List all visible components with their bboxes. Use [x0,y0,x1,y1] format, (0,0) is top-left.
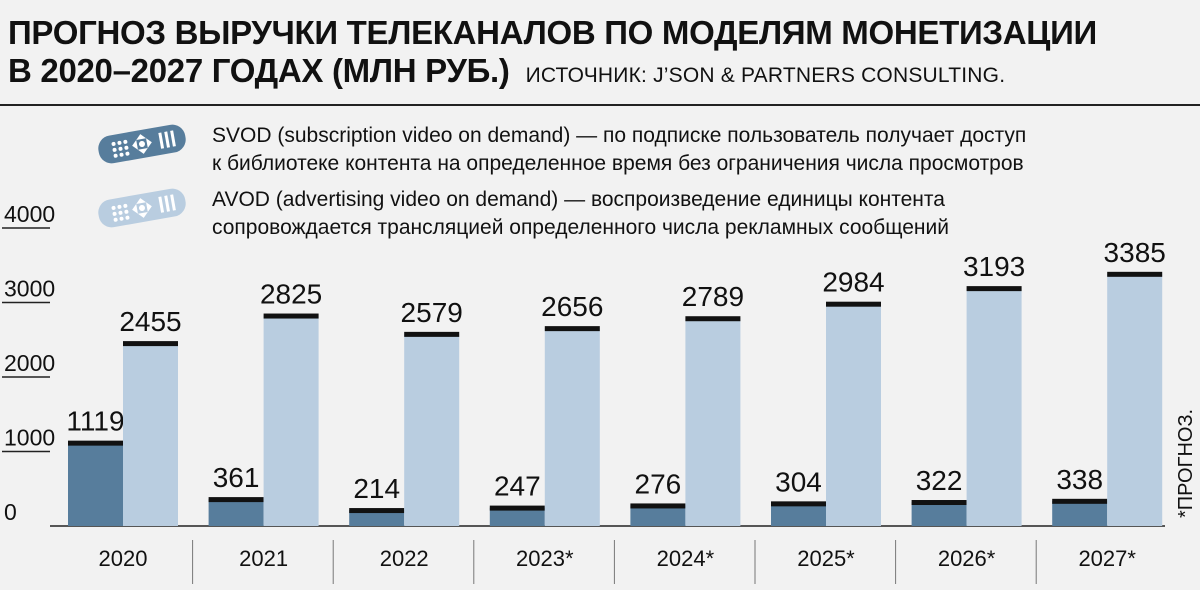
legend-text-svod: SVOD (subscription video on demand) — по… [212,122,1112,178]
x-tick-label: 2025* [797,546,855,571]
x-tick-label: 2023* [516,546,574,571]
bar-cap [1107,271,1163,277]
data-label: 3385 [1104,237,1166,268]
y-tick-label: 2000 [4,350,55,376]
source-note: ИСТОЧНИК: J’SON & PARTNERS CONSULTING. [525,64,1006,87]
y-tick-label: 3000 [4,276,55,302]
title-line-2-text: В 2020–2027 ГОДАХ (МЛН РУБ.) [8,52,510,89]
data-label: 361 [213,462,260,493]
bar-cap [404,331,460,337]
y-tick-label: 0 [4,499,17,525]
legend-avod-line-2: сопровождается трансляцией определенного… [212,216,949,239]
data-label: 304 [775,466,822,497]
bar-cap [630,503,686,509]
bar-avod [1107,273,1163,526]
data-label: 322 [916,465,963,496]
chart-title: ПРОГНОЗ ВЫРУЧКИ ТЕЛЕКАНАЛОВ ПО МОДЕЛЯМ М… [8,14,1097,95]
bar-cap [263,313,319,319]
x-tick-label: 2022 [380,546,429,571]
bar-cap [966,286,1022,292]
data-label: 1119 [66,406,124,437]
title-line-1: ПРОГНОЗ ВЫРУЧКИ ТЕЛЕКАНАЛОВ ПО МОДЕЛЯМ М… [8,14,1097,51]
data-label: 2455 [119,306,181,337]
bar-svod [771,503,826,526]
bar-avod [404,333,460,526]
bar-svod [489,507,545,526]
x-tick-label: 2020 [99,546,148,571]
x-tick-label: 2026* [938,546,996,571]
bar-svod [630,505,686,526]
bar-cap [1052,498,1108,504]
bar-avod [544,328,600,526]
title-rule [0,104,1200,106]
title-line-2: В 2020–2027 ГОДАХ (МЛН РУБ.) ИСТОЧНИК: J’… [8,52,1097,95]
bar-cap [826,301,881,307]
bar-svod [911,502,967,526]
legend-avod-line-1: AVOD (advertising video on demand) — вос… [212,188,945,211]
data-label: 338 [1056,464,1103,495]
tv-remote-icon [98,188,186,228]
data-label: 2984 [822,267,884,298]
bar-cap [771,501,826,507]
y-tick-label: 4000 [4,201,55,227]
bar-avod [263,315,319,526]
bar-cap [349,508,405,514]
bar-cap [489,505,545,511]
y-tick-label: 1000 [4,425,55,451]
bar-avod [123,343,178,526]
data-label: 214 [353,473,400,504]
data-label: 2789 [682,281,744,312]
bar-cap [685,316,741,322]
bar-svod [68,442,123,526]
footnote: *ПРОГНОЗ. [1175,409,1197,518]
bar-cap [911,500,967,506]
bar-avod [826,303,881,526]
data-label: 276 [635,468,682,499]
data-label: 2656 [541,291,603,322]
x-tick-label: 2021 [239,546,288,571]
data-label: 2579 [401,297,463,328]
bar-svod [349,510,405,526]
tv-remote-icon [98,124,186,164]
bar-cap [123,341,178,347]
bar-cap [208,497,264,503]
data-label: 3193 [963,251,1025,282]
bar-cap [544,326,600,332]
data-label: 2825 [260,279,322,310]
bar-avod [966,288,1022,526]
legend-svod-line-2: к библиотеке контента на определенное вр… [212,152,1024,175]
x-tick-label: 2024* [657,546,715,571]
bar-avod [685,318,741,526]
bar-cap [68,440,123,446]
bar-svod [208,499,264,526]
legend-text-avod: AVOD (advertising video on demand) — вос… [212,186,1112,242]
bar-svod [1052,500,1108,526]
data-label: 247 [494,471,541,502]
x-tick-label: 2027* [1078,546,1136,571]
legend-svod-line-1: SVOD (subscription video on demand) — по… [212,124,1027,147]
